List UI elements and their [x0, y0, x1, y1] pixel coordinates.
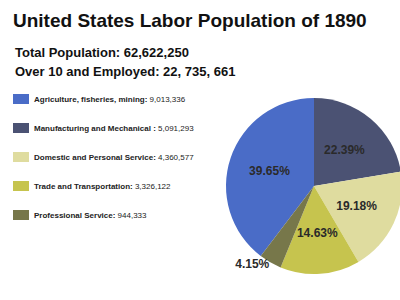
svg-text:4,360,577: 4,360,577	[158, 153, 194, 162]
svg-text:22.39%: 22.39%	[324, 143, 365, 157]
svg-text:14.63%: 14.63%	[297, 226, 338, 240]
svg-text:Total Population: 62,622,250: Total Population: 62,622,250	[15, 45, 189, 60]
svg-text:Professional Service:: Professional Service:	[34, 211, 115, 220]
svg-text:Over 10 and Employed: 22, 735,: Over 10 and Employed: 22, 735, 661	[15, 64, 235, 79]
svg-text:Domestic and Personal Service:: Domestic and Personal Service:	[34, 153, 156, 162]
svg-text:5,091,293: 5,091,293	[158, 124, 194, 133]
svg-text:United States Labor Population: United States Labor Population of 1890	[13, 10, 367, 31]
svg-text:Manufacturing and Mechanical :: Manufacturing and Mechanical :	[34, 124, 156, 133]
svg-text:3,326,122: 3,326,122	[135, 182, 171, 191]
svg-text:9,013,336: 9,013,336	[150, 95, 186, 104]
svg-text:4.15%: 4.15%	[235, 257, 269, 271]
svg-text:Agriculture, fisheries, mining: Agriculture, fisheries, mining:	[34, 95, 147, 104]
svg-text:Trade and Transportation:: Trade and Transportation:	[34, 182, 133, 191]
svg-text:19.18%: 19.18%	[336, 199, 377, 213]
svg-text:944,333: 944,333	[118, 211, 147, 220]
svg-text:39.65%: 39.65%	[249, 164, 290, 178]
